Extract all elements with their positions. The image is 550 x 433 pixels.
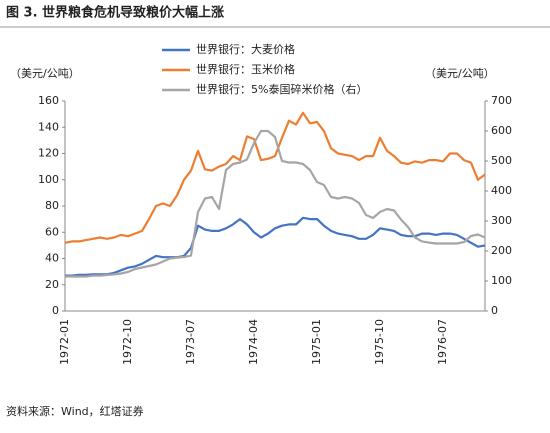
y2-axis-label: （美元/公吨）	[425, 67, 495, 80]
y-tick-label: 60	[45, 225, 59, 238]
x-tick-label: 1976-07	[436, 319, 449, 365]
y-tick-label: 160	[38, 94, 59, 107]
legend-label: 世界银行：5%泰国碎米价格（右）	[196, 82, 367, 96]
y2-tick-label: 700	[491, 94, 512, 107]
chart-title: 图 3. 世界粮食危机导致粮价大幅上涨	[6, 5, 224, 21]
series-line	[65, 216, 486, 277]
x-tick-label: 1972-01	[58, 319, 71, 365]
y2-tick-label: 0	[491, 304, 498, 317]
series-line	[65, 129, 486, 278]
y2-tick-label: 500	[491, 154, 512, 167]
y2-tick-label: 300	[491, 214, 512, 227]
y-tick-label: 80	[45, 199, 59, 212]
x-tick-label: 1975-01	[310, 319, 323, 365]
y-tick-label: 140	[38, 120, 59, 133]
x-tick-label: 1973-07	[184, 319, 197, 365]
x-tick-label: 1974-04	[247, 319, 260, 365]
y2-tick-label: 600	[491, 124, 512, 137]
y-tick-label: 40	[45, 252, 59, 265]
legend-label: 世界银行：玉米价格	[196, 62, 295, 76]
y2-tick-label: 400	[491, 184, 512, 197]
y-tick-label: 100	[38, 173, 59, 186]
y-tick-label: 0	[52, 304, 59, 317]
y-tick-label: 20	[45, 278, 59, 291]
y2-tick-label: 200	[491, 244, 512, 257]
legend-label: 世界银行：大麦价格	[196, 42, 295, 56]
y-axis-label: （美元/公吨）	[10, 67, 80, 80]
y-tick-label: 120	[38, 147, 59, 160]
source-note: 资料来源：Wind，红塔证券	[6, 404, 144, 418]
x-tick-label: 1975-10	[373, 319, 386, 365]
y2-tick-label: 100	[491, 274, 512, 287]
x-tick-label: 1972-10	[121, 319, 134, 365]
series-line	[64, 111, 486, 244]
